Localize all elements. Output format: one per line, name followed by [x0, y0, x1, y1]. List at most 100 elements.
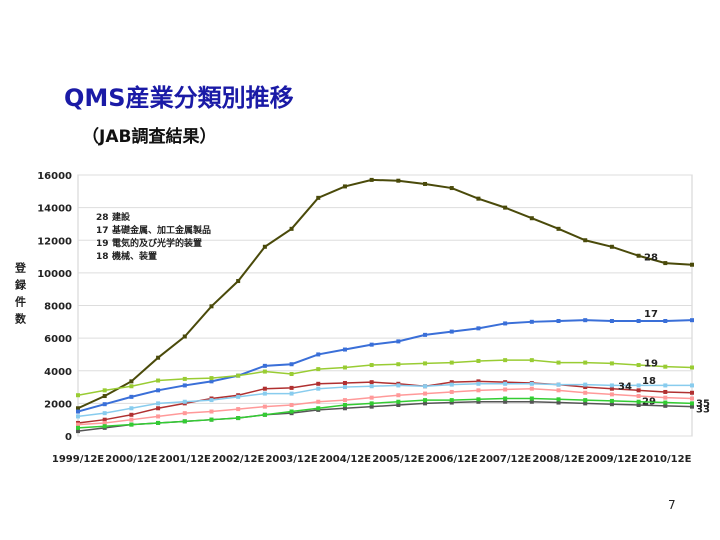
x-tick-label: 2008/12E: [532, 454, 584, 465]
marker: [316, 367, 321, 372]
marker: [209, 304, 214, 309]
series-line: [77, 383, 692, 418]
marker: [289, 226, 294, 231]
marker: [636, 394, 641, 399]
y-axis-label: 登録件数: [14, 261, 28, 330]
marker: [529, 386, 534, 391]
marker: [556, 360, 561, 365]
marker: [476, 397, 481, 402]
marker: [76, 414, 80, 419]
marker: [182, 383, 187, 388]
series-line: [77, 397, 693, 429]
marker: [636, 399, 641, 404]
marker: [663, 395, 668, 400]
marker: [609, 398, 614, 403]
marker: [423, 181, 428, 186]
marker: [690, 383, 694, 388]
marker: [609, 392, 614, 397]
marker: [236, 373, 241, 378]
marker: [129, 422, 134, 427]
y-tick-label: 12000: [37, 236, 72, 247]
marker: [262, 363, 267, 368]
x-tick-label: 2005/12E: [372, 454, 424, 465]
y-tick-label: 0: [65, 432, 72, 443]
marker: [690, 365, 694, 370]
marker: [289, 362, 294, 367]
x-tick-label: 2007/12E: [479, 454, 531, 465]
marker: [316, 386, 321, 391]
series-line: [77, 178, 693, 410]
marker: [423, 361, 428, 366]
x-tick-label: 2009/12E: [586, 454, 638, 465]
marker: [503, 381, 508, 386]
marker: [262, 369, 267, 374]
marker: [129, 379, 134, 384]
marker: [423, 384, 428, 389]
marker: [609, 386, 614, 391]
marker: [369, 404, 374, 409]
end-label: 17: [644, 309, 658, 320]
marker: [396, 178, 401, 183]
marker: [316, 352, 321, 357]
marker: [129, 412, 134, 417]
marker: [636, 253, 641, 258]
marker: [529, 216, 534, 221]
series-line: [77, 359, 693, 396]
marker: [663, 318, 668, 323]
legend-code: 19: [96, 239, 109, 249]
marker: [342, 398, 347, 403]
marker: [476, 326, 481, 331]
y-tick-label: 16000: [37, 171, 72, 182]
marker: [316, 195, 321, 200]
marker: [529, 381, 534, 386]
marker: [663, 403, 668, 408]
y-tick-label: 14000: [37, 204, 72, 215]
marker: [609, 244, 614, 249]
marker: [76, 425, 80, 430]
marker: [102, 420, 107, 425]
marker: [663, 400, 668, 405]
marker: [289, 385, 294, 390]
marker: [396, 383, 401, 388]
marker: [76, 422, 80, 427]
marker: [449, 186, 454, 191]
marker: [663, 383, 668, 388]
x-tick-label: 1999/12E: [52, 454, 104, 465]
marker: [583, 401, 588, 406]
marker: [556, 397, 561, 402]
marker: [156, 420, 161, 425]
marker: [583, 382, 588, 387]
marker: [396, 403, 401, 408]
end-label: 19: [644, 358, 658, 369]
marker: [102, 417, 107, 422]
marker: [262, 386, 267, 391]
marker: [529, 396, 534, 401]
marker: [663, 389, 668, 394]
marker: [583, 318, 588, 323]
marker: [182, 376, 187, 381]
marker: [102, 388, 107, 393]
marker: [529, 358, 534, 363]
marker: [369, 384, 374, 389]
marker: [503, 358, 508, 363]
marker: [503, 321, 508, 326]
marker: [156, 401, 161, 406]
marker: [76, 406, 80, 411]
marker: [369, 177, 374, 182]
marker: [556, 400, 561, 405]
marker: [690, 401, 694, 406]
marker: [583, 398, 588, 403]
marker: [369, 342, 374, 347]
marker: [476, 379, 481, 384]
marker: [636, 318, 641, 323]
marker: [663, 261, 668, 266]
y-tick-label: 10000: [37, 269, 72, 280]
marker: [423, 391, 428, 396]
marker: [556, 382, 561, 387]
marker: [102, 411, 107, 416]
legend-label: 機械、装置: [112, 250, 157, 262]
marker: [369, 395, 374, 400]
marker: [583, 385, 588, 390]
